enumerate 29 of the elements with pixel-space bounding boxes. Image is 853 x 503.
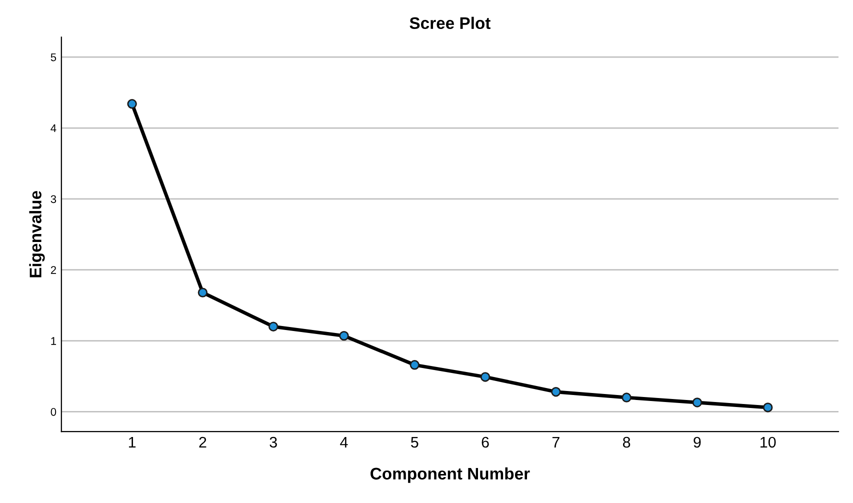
x-tick-label: 2 [199,436,206,448]
y-tick-label: 2 [50,266,56,274]
x-axis-title: Component Number [370,467,530,483]
x-tick-label: 10 [760,436,776,448]
point [480,372,490,382]
x-tick-label: 1 [128,436,136,448]
point [127,99,137,109]
point [762,402,773,412]
x-tick-label: 9 [694,436,701,448]
point [551,386,561,397]
point [339,330,349,341]
x-tick-label: 3 [270,436,277,448]
point [198,288,208,298]
y-tick-label: 3 [50,195,56,204]
point [692,398,702,408]
x-tick-label: 5 [411,436,418,448]
chart-title: Scree Plot [410,16,491,30]
x-tick-label: 4 [340,436,348,448]
point [410,360,420,370]
x-tick-label: 7 [552,436,560,448]
point [268,322,278,332]
y-tick-label: 4 [50,124,56,132]
x-tick-label: 6 [482,436,489,448]
x-tick-label: 8 [622,436,630,448]
y-tick-label: 1 [51,337,56,345]
point [622,392,632,402]
y-axis-title: Eigenvalue [29,190,45,278]
y-tick-label: 5 [50,53,56,62]
y-tick-label: 0 [50,408,56,416]
